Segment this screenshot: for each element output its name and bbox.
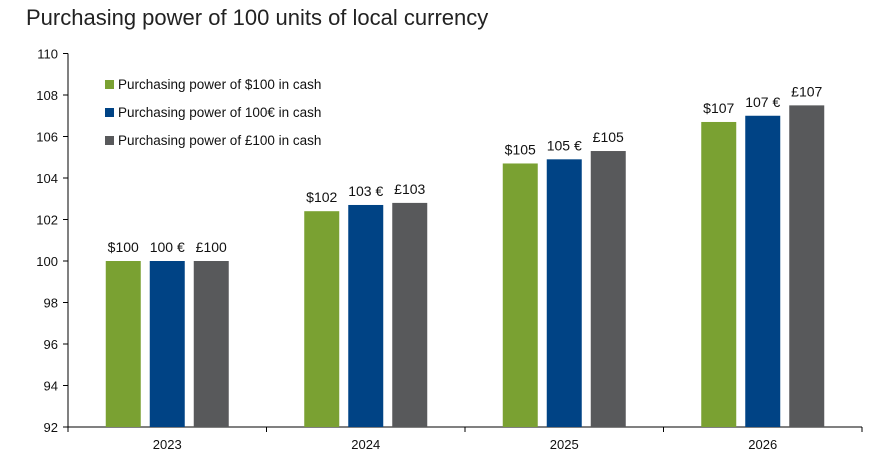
x-tick-label: 2026 [748,437,777,452]
legend-label: Purchasing power of 100€ in cash [118,105,321,120]
bar [348,204,384,427]
legend-label: Purchasing power of $100 in cash [118,77,321,92]
data-label: $100 [108,239,139,255]
y-tick-label: 98 [44,296,58,311]
data-label: 100 € [150,239,185,255]
y-tick-label: 94 [44,379,58,394]
data-label: £103 [394,181,425,197]
y-tick-label: 108 [36,88,58,103]
y-tick-label: 92 [44,420,58,435]
data-label: 105 € [547,137,582,153]
bar [590,151,626,427]
legend-swatch [105,108,114,117]
bar [789,105,825,427]
y-tick-label: 96 [44,337,58,352]
y-tick-label: 106 [36,130,58,145]
bar [701,121,737,427]
bar [149,261,185,427]
bar [193,261,229,427]
legend-swatch [105,136,114,145]
x-tick-label: 2024 [351,437,380,452]
data-label: $102 [306,189,337,205]
data-label: £100 [196,239,227,255]
bar [392,202,428,427]
data-label: 107 € [745,94,780,110]
bar [546,159,582,427]
chart-title: Purchasing power of 100 units of local c… [26,5,489,30]
data-label: £105 [593,129,624,145]
data-label: $105 [505,141,536,157]
y-tick-label: 102 [36,213,58,228]
bar [304,211,340,427]
bar [502,163,538,427]
data-label: 103 € [348,183,383,199]
bar [105,261,141,427]
data-label: £107 [791,83,822,99]
y-tick-label: 104 [36,171,58,186]
y-tick-label: 100 [36,254,58,269]
bar [745,115,781,427]
x-tick-label: 2025 [550,437,579,452]
legend-swatch [105,80,114,89]
y-tick-label: 110 [37,47,58,62]
data-label: $107 [703,100,734,116]
x-tick-label: 2023 [153,437,182,452]
legend-label: Purchasing power of £100 in cash [118,133,321,148]
